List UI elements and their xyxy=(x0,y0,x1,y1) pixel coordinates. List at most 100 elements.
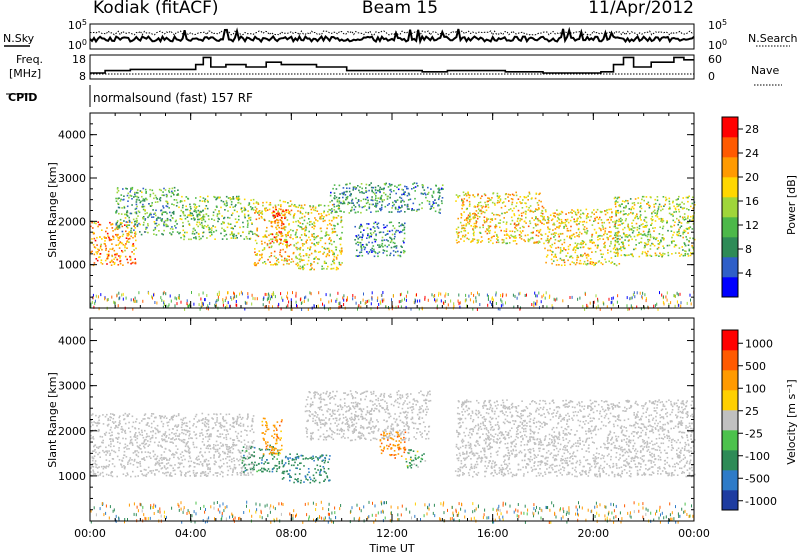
power-scatter-cell-7 xyxy=(359,251,361,254)
colorbar-swatch-2 xyxy=(722,237,738,258)
power-scatter-cell-10 xyxy=(657,208,660,210)
power-scatter-cell-10 xyxy=(660,239,662,242)
power-scatter-cell-10 xyxy=(690,205,692,208)
power-scatter-cell-10 xyxy=(691,202,694,205)
power-scatter-cell-3 xyxy=(289,229,292,231)
power-noise-cell xyxy=(167,305,169,309)
power-noise-cell xyxy=(244,307,246,311)
velocity-scatter-cell-0 xyxy=(94,449,96,451)
power-scatter-cell-5 xyxy=(296,265,299,267)
velocity-scatter-cell-0 xyxy=(221,433,224,435)
power-scatter-cell-7 xyxy=(389,241,392,244)
power-noise-cell xyxy=(657,307,659,311)
velocity-scatter-cell-0 xyxy=(174,424,177,427)
power-scatter-cell-9 xyxy=(545,256,548,258)
power-scatter-cell-3 xyxy=(256,254,258,256)
power-scatter-cell-6 xyxy=(332,187,334,190)
power-scatter-cell-2 xyxy=(195,211,198,214)
power-scatter-cell-6 xyxy=(358,204,360,206)
power-scatter-cell-5 xyxy=(313,268,315,271)
power-scatter-cell-2 xyxy=(178,232,180,235)
velocity-scatter-cell-0 xyxy=(184,475,187,477)
power-scatter-cell-1 xyxy=(165,200,167,203)
power-scatter-cell-8 xyxy=(483,193,486,195)
power-scatter-cell-1 xyxy=(130,227,133,230)
velocity-scatter-cell-0 xyxy=(188,470,191,473)
power-scatter-cell-2 xyxy=(200,237,202,240)
power-scatter-cell-5 xyxy=(340,238,342,240)
power-noise-cell xyxy=(92,293,94,297)
power-scatter-cell-3 xyxy=(254,254,257,256)
power-scatter-cell-10 xyxy=(631,238,633,241)
power-scatter-cell-10 xyxy=(623,206,625,209)
power-noise-cell xyxy=(674,294,676,298)
power-scatter-cell-8 xyxy=(458,241,460,243)
power-scatter-cell-9 xyxy=(586,253,588,256)
power-scatter-cell-5 xyxy=(329,237,331,239)
power-noise-cell xyxy=(117,304,119,308)
power-scatter-cell-5 xyxy=(326,224,329,226)
power-scatter-cell-7 xyxy=(397,254,399,257)
power-scatter-cell-0 xyxy=(112,261,114,263)
power-scatter-cell-7 xyxy=(366,237,368,239)
power-scatter-cell-5 xyxy=(311,267,313,269)
power-scatter-cell-3 xyxy=(287,211,290,213)
power-scatter-cell-6 xyxy=(357,200,360,202)
velocity-scatter-cell-0 xyxy=(191,437,193,440)
power-scatter-cell-1 xyxy=(130,195,133,197)
power-scatter-cell-8 xyxy=(514,237,516,239)
power-scatter-cell-10 xyxy=(666,222,668,224)
power-scatter-cell-3 xyxy=(280,220,283,222)
power-scatter-cell-10 xyxy=(614,225,616,228)
power-scatter-cell-1 xyxy=(116,221,118,224)
power-scatter-cell-2 xyxy=(233,209,236,212)
power-scatter-cell-8 xyxy=(527,234,529,236)
velocity-scatter-cell-0 xyxy=(169,419,171,421)
power-scatter-cell-9 xyxy=(576,247,578,249)
velocity-scatter-cell-0 xyxy=(246,468,249,471)
velocity-scatter-cell-0 xyxy=(252,469,254,472)
power-scatter-cell-6 xyxy=(431,205,433,208)
power-scatter-cell-1 xyxy=(138,211,141,214)
power-scatter-cell-1 xyxy=(152,192,155,195)
power-scatter-cell-10 xyxy=(624,235,627,238)
power-scatter-cell-5 xyxy=(305,254,308,257)
power-scatter-cell-1 xyxy=(174,225,176,227)
power-scatter-cell-3 xyxy=(266,209,269,211)
velocity-scatter-cell-0 xyxy=(156,428,158,430)
power-scatter-cell-10 xyxy=(683,242,686,244)
power-scatter-cell-4 xyxy=(280,238,282,241)
power-scatter-cell-3 xyxy=(279,199,281,202)
velocity-scatter-cell-0 xyxy=(166,440,168,443)
power-scatter-cell-6 xyxy=(365,183,368,186)
velocity-scatter-cell-0 xyxy=(222,450,224,453)
velocity-scatter-cell-0 xyxy=(169,475,172,477)
velocity-scatter-cell-0 xyxy=(228,465,231,468)
power-scatter-cell-0 xyxy=(91,250,93,253)
power-scatter-cell-9 xyxy=(574,211,577,214)
power-scatter-cell-0 xyxy=(112,247,114,250)
power-scatter-cell-1 xyxy=(156,217,158,220)
power-scatter-cell-1 xyxy=(153,197,155,200)
power-scatter-cell-7 xyxy=(372,231,375,234)
power-scatter-cell-9 xyxy=(564,221,566,224)
velocity-scatter-cell-0 xyxy=(134,434,136,437)
velocity-scatter-cell-0 xyxy=(91,413,94,415)
velocity-scatter-cell-0 xyxy=(143,468,146,471)
velocity-scatter-cell-0 xyxy=(238,424,240,426)
power-scatter-cell-5 xyxy=(297,220,299,222)
power-scatter-cell-0 xyxy=(110,264,113,266)
power-scatter-cell-10 xyxy=(687,215,689,217)
power-scatter-cell-2 xyxy=(180,218,183,221)
power-scatter-cell-2 xyxy=(213,231,215,233)
power-scatter-cell-3 xyxy=(275,257,277,259)
power-scatter-cell-10 xyxy=(663,253,666,255)
velocity-scatter-cell-0 xyxy=(102,439,104,442)
power-scatter-cell-10 xyxy=(627,226,630,229)
power-scatter-cell-6 xyxy=(389,189,391,191)
power-scatter-cell-0 xyxy=(94,247,97,249)
velocity-scatter-cell-0 xyxy=(251,441,253,443)
velocity-scatter-cell-0 xyxy=(198,458,200,461)
power-scatter-cell-5 xyxy=(305,253,308,255)
power-scatter-cell-1 xyxy=(158,198,161,200)
